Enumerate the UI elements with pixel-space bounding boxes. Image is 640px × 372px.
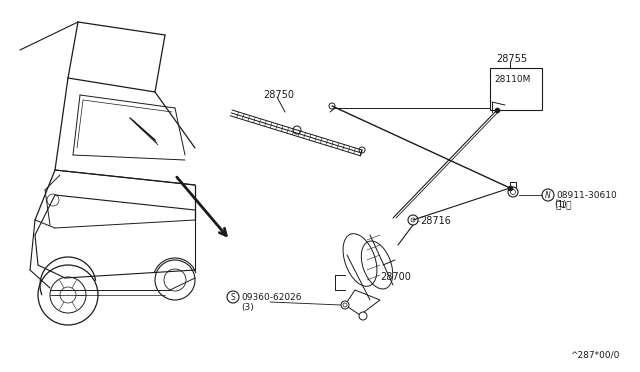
Text: 、1）: 、1）: [556, 200, 573, 209]
Circle shape: [408, 215, 418, 225]
Text: 28700: 28700: [380, 272, 411, 282]
Text: 28716: 28716: [420, 216, 451, 226]
Circle shape: [359, 312, 367, 320]
Circle shape: [359, 147, 365, 153]
Text: 28110M: 28110M: [494, 75, 531, 84]
Circle shape: [343, 303, 347, 307]
Circle shape: [227, 291, 239, 303]
Text: 、11、: 、11、: [556, 199, 559, 201]
Text: 08911-30610: 08911-30610: [556, 191, 617, 200]
Circle shape: [411, 218, 415, 222]
Text: N: N: [545, 190, 551, 199]
Text: 28750: 28750: [263, 90, 294, 100]
Text: 09360-62026: 09360-62026: [241, 293, 301, 302]
Bar: [490, 68, 542, 110]
Circle shape: [511, 189, 515, 195]
Circle shape: [508, 187, 518, 197]
Circle shape: [341, 301, 349, 309]
Text: (1): (1): [554, 200, 567, 209]
Text: S: S: [230, 292, 236, 301]
Text: (3): (3): [241, 303, 253, 312]
Text: ^287*00/0: ^287*00/0: [570, 350, 620, 359]
Circle shape: [542, 189, 554, 201]
Text: 28755: 28755: [496, 54, 527, 64]
